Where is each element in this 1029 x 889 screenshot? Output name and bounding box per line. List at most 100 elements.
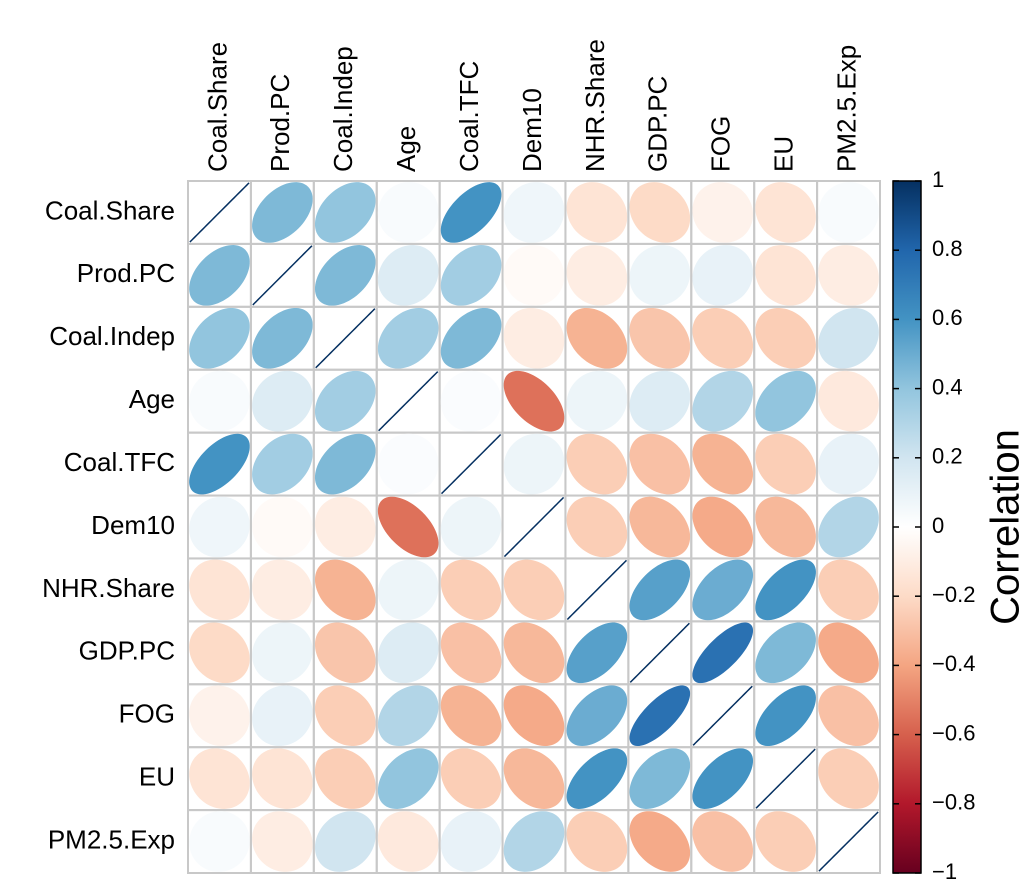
correlation-ellipse bbox=[629, 370, 691, 432]
correlation-ellipse bbox=[189, 811, 250, 872]
correlation-ellipse bbox=[629, 811, 691, 872]
correlation-ellipse bbox=[818, 811, 879, 872]
correlation-ellipse bbox=[755, 433, 816, 495]
colorbar-tick-label: 0.6 bbox=[932, 305, 963, 330]
row-label: PM2.5.Exp bbox=[48, 824, 175, 854]
correlation-ellipse bbox=[378, 371, 439, 432]
correlation-ellipse bbox=[818, 559, 879, 621]
colorbar-title: Correlation bbox=[984, 429, 1028, 625]
row-label: Coal.TFC bbox=[64, 447, 175, 477]
correlation-ellipse bbox=[377, 496, 439, 558]
correlation-ellipse bbox=[503, 685, 565, 747]
correlation-ellipse bbox=[503, 559, 565, 621]
correlation-ellipse bbox=[252, 496, 313, 558]
correlation-ellipse bbox=[629, 622, 690, 683]
correlation-ellipse bbox=[755, 245, 816, 306]
correlation-ellipse bbox=[377, 433, 439, 495]
correlation-ellipse bbox=[503, 370, 565, 432]
correlation-ellipse bbox=[755, 811, 816, 872]
colorbar-tick-label: −0.6 bbox=[932, 720, 975, 745]
correlation-ellipse bbox=[818, 433, 879, 495]
correlation-ellipse bbox=[314, 182, 376, 243]
correlation-ellipse bbox=[818, 182, 879, 243]
correlation-ellipse bbox=[818, 685, 879, 747]
correlation-ellipse bbox=[692, 433, 754, 495]
colorbar-tick-label: 0.8 bbox=[932, 236, 963, 261]
row-label: Coal.Indep bbox=[49, 321, 175, 351]
colorbar-tick-label: −0.4 bbox=[932, 651, 975, 676]
correlation-ellipse bbox=[503, 433, 565, 495]
column-label: Coal.Share bbox=[202, 42, 232, 172]
grid-cell bbox=[816, 809, 881, 874]
correlation-ellipse bbox=[692, 307, 754, 369]
colorbar-tick-label: 0.4 bbox=[932, 374, 963, 399]
correlation-ellipse bbox=[377, 559, 439, 621]
colorbar-tick-label: −1 bbox=[932, 859, 957, 884]
correlation-ellipse bbox=[818, 496, 879, 558]
column-label: Coal.TFC bbox=[454, 61, 484, 172]
correlation-ellipse bbox=[314, 685, 376, 747]
column-label: Coal.Indep bbox=[328, 46, 358, 172]
correlation-ellipse bbox=[629, 559, 691, 621]
correlation-ellipse bbox=[692, 685, 753, 746]
correlation-ellipse bbox=[503, 496, 565, 558]
correlation-ellipse bbox=[692, 182, 754, 243]
column-label: Prod.PC bbox=[265, 74, 295, 172]
correlation-ellipse bbox=[440, 559, 502, 621]
row-label: EU bbox=[139, 762, 175, 792]
correlation-ellipse bbox=[566, 559, 627, 620]
correlation-ellipse bbox=[566, 811, 628, 872]
correlation-ellipse bbox=[189, 245, 250, 306]
correlation-ellipse bbox=[629, 748, 691, 809]
row-label: Age bbox=[129, 384, 175, 414]
correlation-ellipse bbox=[629, 496, 691, 558]
correlation-ellipse bbox=[189, 748, 250, 809]
column-label: Dem10 bbox=[517, 88, 547, 172]
correlation-ellipse bbox=[314, 370, 376, 432]
correlation-ellipse bbox=[377, 748, 439, 809]
correlation-ellipse bbox=[755, 496, 816, 558]
row-label: Coal.Share bbox=[45, 195, 175, 225]
correlation-ellipse bbox=[314, 433, 376, 495]
correlation-ellipse bbox=[440, 370, 502, 432]
correlation-ellipse bbox=[189, 559, 250, 621]
correlation-ellipse bbox=[755, 685, 816, 747]
colorbar-tick-label: 0 bbox=[932, 513, 944, 538]
correlation-ellipse bbox=[441, 434, 502, 495]
correlation-ellipse bbox=[377, 811, 439, 872]
correlation-ellipse bbox=[440, 685, 502, 747]
correlation-ellipse bbox=[692, 370, 754, 432]
correlation-ellipse bbox=[252, 622, 313, 684]
correlation-ellipse bbox=[440, 748, 502, 809]
correlation-ellipse bbox=[755, 370, 816, 432]
correlation-ellipse bbox=[503, 811, 565, 872]
correlation-ellipse bbox=[503, 245, 565, 306]
correlation-ellipse bbox=[252, 307, 313, 369]
correlation-ellipse bbox=[629, 433, 691, 495]
correlation-ellipse bbox=[503, 182, 565, 243]
colorbar-tick-label: 0.2 bbox=[932, 444, 963, 469]
correlation-ellipse bbox=[566, 685, 628, 747]
correlation-ellipse bbox=[566, 182, 628, 243]
correlation-ellipse bbox=[566, 307, 628, 369]
correlation-ellipse bbox=[252, 811, 313, 872]
correlation-ellipse bbox=[566, 370, 628, 432]
correlation-ellipse bbox=[440, 182, 502, 243]
correlation-ellipse bbox=[755, 622, 816, 684]
correlation-ellipse bbox=[692, 245, 754, 306]
correlation-ellipse bbox=[252, 559, 313, 621]
correlation-ellipse bbox=[818, 748, 879, 809]
correlation-ellipse bbox=[252, 182, 313, 243]
correlation-ellipse bbox=[189, 496, 250, 558]
correlation-ellipse bbox=[189, 685, 250, 747]
correlation-ellipse bbox=[189, 622, 250, 684]
correlation-ellipse bbox=[377, 245, 439, 306]
column-label: Age bbox=[391, 126, 421, 172]
correlation-ellipse bbox=[314, 811, 376, 872]
correlation-ellipse bbox=[314, 748, 376, 809]
correlation-ellipse bbox=[314, 559, 376, 621]
correlation-ellipse bbox=[377, 182, 439, 243]
correlation-ellipse bbox=[189, 370, 250, 432]
correlation-ellipse bbox=[566, 245, 628, 306]
